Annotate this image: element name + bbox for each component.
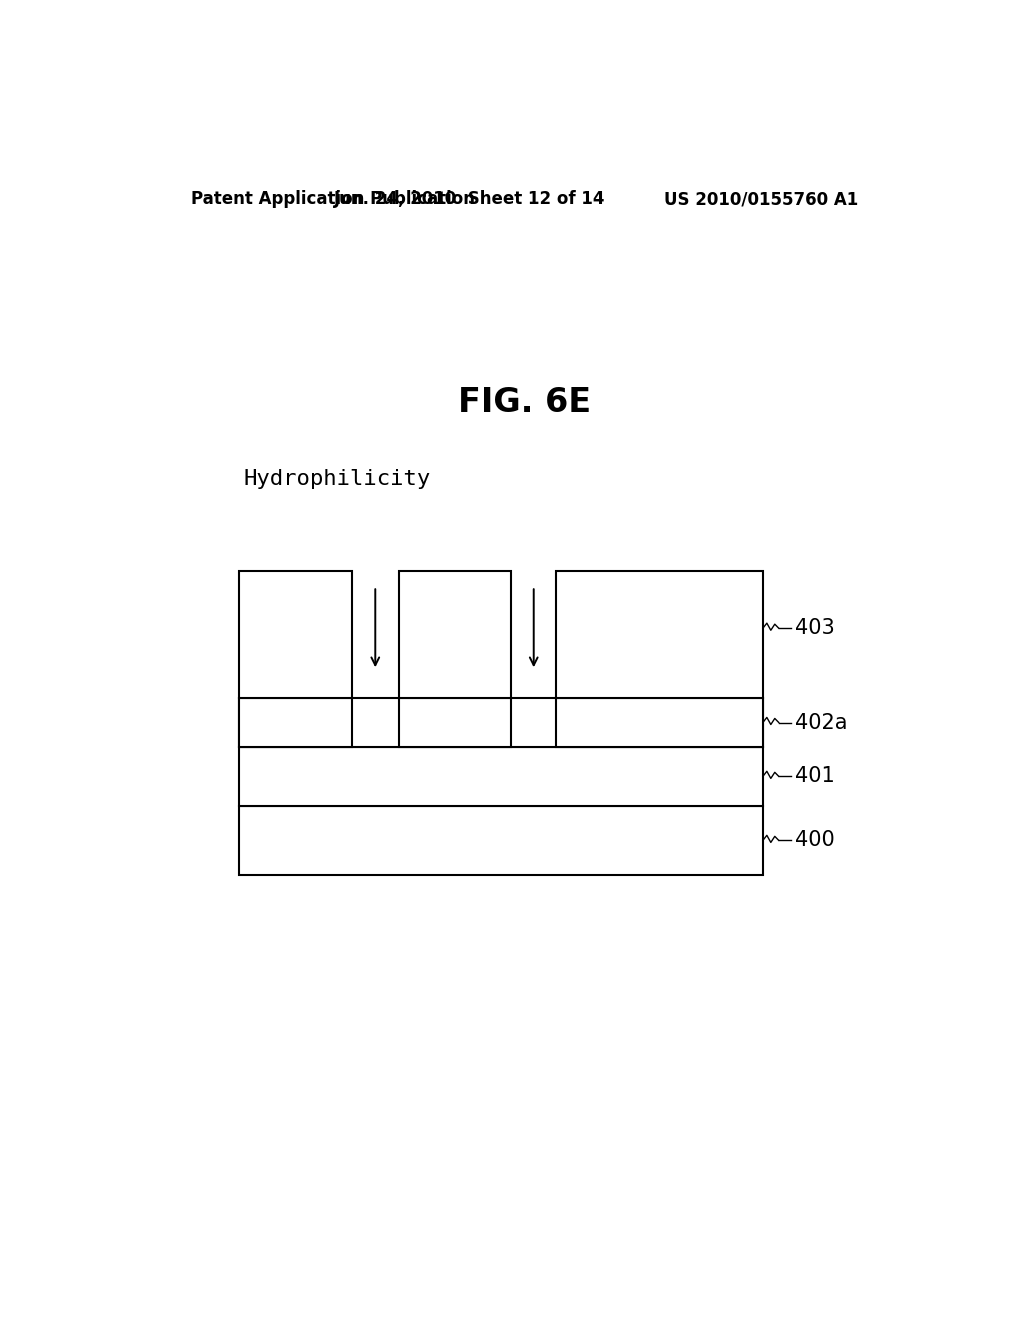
- Bar: [240, 698, 763, 747]
- Text: 400: 400: [795, 830, 835, 850]
- Bar: [556, 698, 763, 747]
- Text: US 2010/0155760 A1: US 2010/0155760 A1: [664, 190, 858, 209]
- Text: 403: 403: [795, 618, 835, 639]
- Bar: [399, 698, 511, 747]
- Text: 402a: 402a: [795, 713, 847, 733]
- Text: Hydrophilicity: Hydrophilicity: [243, 469, 430, 488]
- Bar: [240, 747, 763, 805]
- Bar: [240, 572, 351, 698]
- Text: Patent Application Publication: Patent Application Publication: [191, 190, 475, 209]
- Bar: [556, 572, 763, 698]
- Bar: [240, 805, 763, 875]
- Text: Jun. 24, 2010  Sheet 12 of 14: Jun. 24, 2010 Sheet 12 of 14: [334, 190, 605, 209]
- Text: 401: 401: [795, 767, 835, 787]
- Bar: [240, 698, 351, 747]
- Bar: [399, 572, 511, 698]
- Text: FIG. 6E: FIG. 6E: [458, 385, 592, 418]
